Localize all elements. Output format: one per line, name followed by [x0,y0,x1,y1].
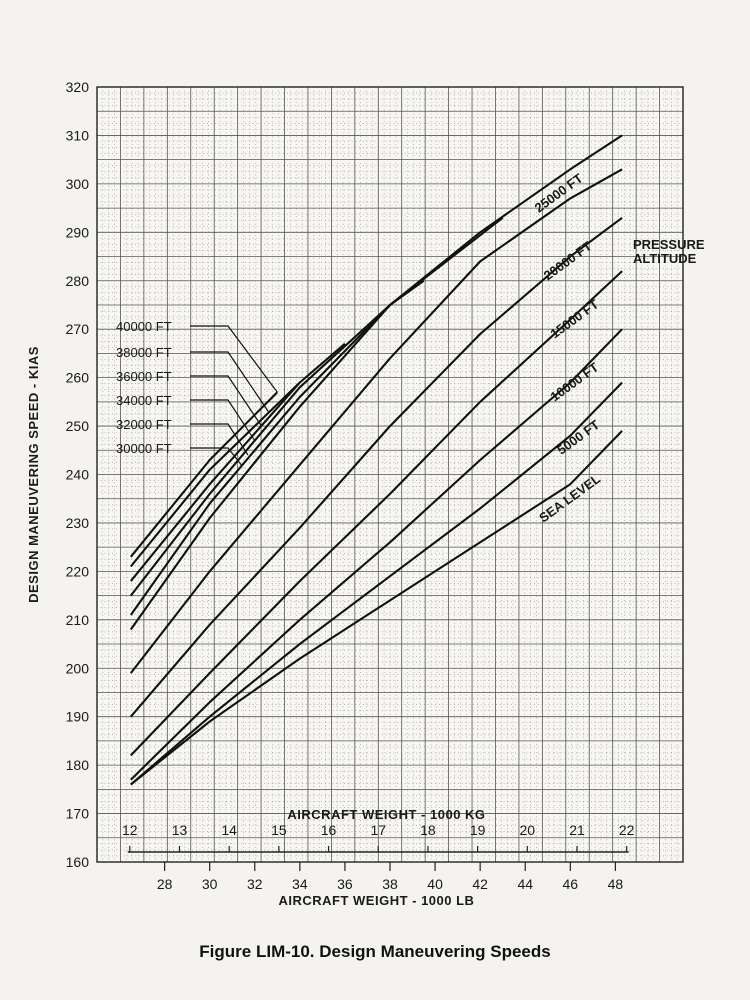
y-tick-label: 250 [66,418,90,434]
y-tick-label: 310 [66,127,90,143]
x2-axis-title: AIRCRAFT WEIGHT - 1000 KG [287,807,485,822]
y-tick-label: 160 [66,854,90,870]
kg-tick-label: 12 [122,822,138,838]
x-tick-label: 46 [563,876,579,892]
curve-15000-ft [130,270,623,757]
x-tick-label: 28 [157,876,173,892]
x-tick-label: 38 [382,876,398,892]
x-tick-label: 44 [517,876,533,892]
leader-line [190,375,262,427]
leader-line [190,351,269,412]
left-curve-label: 30000 FT [116,441,172,456]
y-tick-label: 280 [66,273,90,289]
x-tick-label: 36 [337,876,353,892]
x-tick-label: 34 [292,876,308,892]
leader-line [190,399,256,441]
legend-title-line: PRESSURE [633,237,705,252]
kg-tick-label: 15 [271,822,287,838]
y-tick-label: 260 [66,370,90,386]
left-curve-label: 32000 FT [116,417,172,432]
x-tick-label: 30 [202,876,218,892]
curve-32000-ft [129,216,504,616]
y-tick-label: 240 [66,467,90,483]
leader-line [190,325,278,393]
kg-tick-label: 22 [619,822,635,838]
figure-caption: Figure LIM-10. Design Maneuvering Speeds [199,942,551,961]
altitude-curves [129,134,623,786]
kg-tick-label: 21 [569,822,585,838]
x-tick-label: 40 [427,876,443,892]
x-tick-label: 48 [608,876,624,892]
x-tick-label: 32 [247,876,263,892]
left-curve-label: 36000 FT [116,369,172,384]
kg-tick-label: 18 [420,822,436,838]
left-curve-label: 38000 FT [116,345,172,360]
x-axis-title: AIRCRAFT WEIGHT - 1000 LB [278,893,474,908]
y-axis-title: DESIGN MANEUVERING SPEED - KIAS [26,346,41,603]
y-tick-label: 230 [66,515,90,531]
y-tick-label: 300 [66,176,90,192]
curve-34000-ft [129,279,425,597]
y-tick-label: 200 [66,660,90,676]
kg-tick-label: 16 [321,822,337,838]
y-tick-label: 170 [66,806,90,822]
curve-sea-level [130,430,623,786]
curve-5000-ft [130,381,623,786]
y-tick-label: 270 [66,321,90,337]
curve-40000-ft [129,391,279,558]
kg-tick-label: 14 [221,822,237,838]
kg-tick-label: 19 [470,822,486,838]
y-tick-label: 290 [66,224,90,240]
kg-tick-label: 13 [172,822,188,838]
curve-36000-ft [129,342,346,582]
y-tick-label: 210 [66,612,90,628]
left-curve-label: 40000 FT [116,319,172,334]
y-tick-label: 320 [66,79,90,95]
chart-axes: 160 170 180 190 200 210 220 230 240 250 260 270 280 2… [26,79,684,908]
leader-line [190,423,249,456]
left-curve-label: 34000 FT [116,393,172,408]
x-tick-label: 42 [472,876,488,892]
y-tick-label: 220 [66,563,90,579]
y-tick-label: 190 [66,709,90,725]
curve-10000-ft [130,328,623,781]
leader-line [190,447,242,466]
kg-tick-label: 20 [520,822,536,838]
kg-tick-label: 17 [370,822,386,838]
curve-38000-ft [129,381,301,568]
legend-title-line: ALTITUDE [633,251,697,266]
curve-20000-ft [130,216,623,718]
curve-25000-ft [129,168,623,674]
y-tick-label: 180 [66,757,90,773]
